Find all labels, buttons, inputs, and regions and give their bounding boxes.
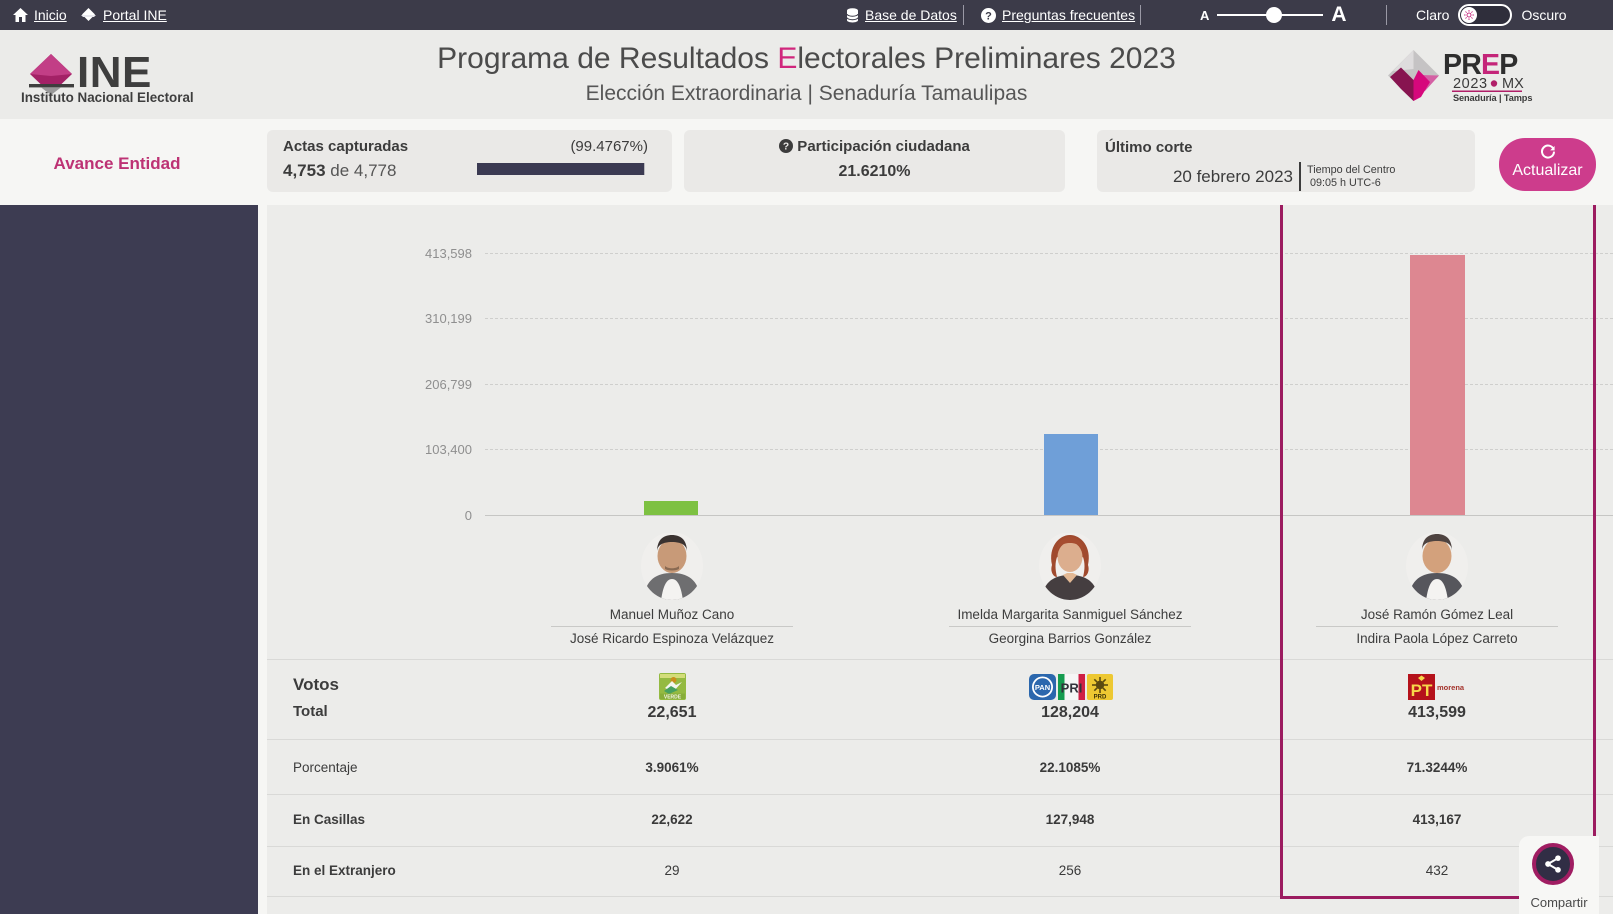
svg-text:Instituto Nacional Electoral: Instituto Nacional Electoral [21,90,194,105]
svg-text:INE: INE [77,48,152,97]
svg-text:Senaduría | Tamps: Senaduría | Tamps [1453,93,1532,103]
svg-text:?: ? [783,142,789,153]
svg-text:morena: morena [1437,683,1465,692]
svg-text:PT: PT [1411,681,1433,700]
svg-text:MX: MX [1502,76,1524,92]
svg-text:PRI: PRI [1061,681,1083,696]
svg-text:?: ? [985,10,992,22]
svg-text:VERDE: VERDE [664,694,682,700]
svg-text:2023: 2023 [1453,76,1488,92]
svg-text:PRD: PRD [1094,695,1107,701]
svg-text:PREP: PREP [1443,49,1518,81]
svg-text:PAN: PAN [1035,683,1050,692]
